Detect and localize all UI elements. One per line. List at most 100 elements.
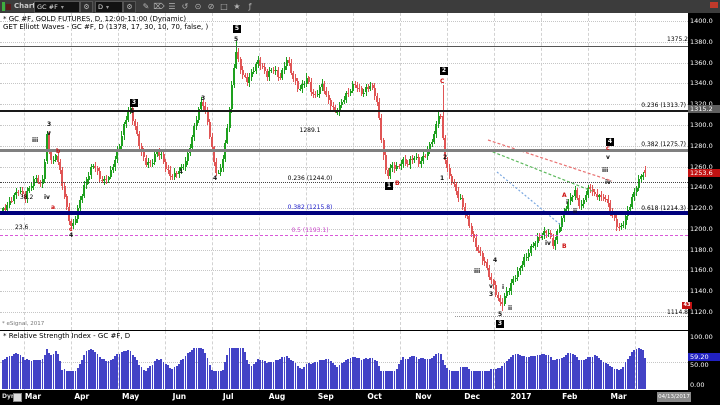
level-line-1244: [0, 182, 688, 184]
rsi-bar: [629, 356, 631, 389]
rsi-bar: [600, 360, 603, 389]
candle: [624, 216, 627, 226]
rsi-bar: [508, 359, 510, 389]
month-label-Mar: Mar: [24, 392, 42, 401]
dyn-mode-icon[interactable]: [13, 393, 22, 402]
candle: [131, 108, 134, 121]
time-axis[interactable]: Dyn 04/13/2017 Mar Apr May Jun Jul Aug Sep Oct N…: [0, 390, 720, 405]
candle-wick: [466, 212, 468, 220]
candle: [391, 164, 394, 169]
candle: [145, 157, 147, 165]
rsi-bar: [406, 359, 409, 389]
rsi-bar: [637, 347, 640, 389]
rsi-bar: [248, 363, 251, 389]
rsi-bar: [74, 370, 77, 389]
rsi-bar: [336, 366, 339, 389]
eraser-icon[interactable]: ⌦: [153, 2, 165, 11]
rsi-bar: [85, 350, 88, 389]
rsi-bar: [109, 360, 112, 389]
rsi-bar: [373, 359, 376, 389]
rsi-bar: [609, 366, 611, 389]
candle: [255, 64, 257, 71]
rsi-bar: [615, 369, 618, 389]
candle: [74, 219, 77, 223]
rsi-bar: [224, 362, 226, 389]
level-line-1275.7: [0, 149, 688, 153]
circle-tool-icon[interactable]: ⊙: [194, 2, 202, 11]
rsi-bar: [409, 356, 411, 389]
month-label-Feb: Feb: [562, 392, 578, 401]
candle: [450, 175, 453, 184]
rsi-bar: [569, 352, 572, 389]
dyn-mode-label[interactable]: Dyn: [2, 393, 16, 400]
rsi-bar: [208, 364, 211, 389]
candle: [527, 253, 530, 257]
horizontal-gridline: [0, 291, 688, 293]
period-select[interactable]: D ▾: [95, 1, 123, 13]
wave-badge-4: 4: [606, 138, 614, 146]
vertical-gridline: [306, 331, 307, 391]
wave-label-B: B: [395, 180, 400, 187]
rsi-bar: [81, 359, 83, 389]
chart-tab[interactable]: Chart: [14, 2, 36, 10]
symbol-settings-gear-icon[interactable]: ⚙: [80, 1, 93, 13]
candle: [305, 77, 308, 84]
disable-tool-icon[interactable]: ⊘: [207, 2, 215, 11]
price-tick: 1200.0: [690, 224, 713, 233]
vertical-gridline: [212, 13, 213, 330]
undo-icon[interactable]: ↺: [181, 2, 189, 11]
rsi-bar: [167, 365, 169, 389]
rsi-bar: [72, 370, 75, 389]
rsi-pane[interactable]: * Relative Strength Index - GC #F, D: [0, 330, 688, 393]
price-tick: 1340.0: [690, 79, 713, 88]
period-settings-gear-icon[interactable]: ⚙: [123, 1, 136, 13]
wave-label-C: C: [440, 78, 445, 85]
rsi-bar: [123, 350, 125, 389]
candle: [448, 167, 451, 176]
candle: [395, 166, 398, 169]
rsi-bar: [448, 370, 451, 389]
candle: [620, 225, 623, 228]
rsi-bar: [422, 357, 424, 389]
wave-label-iv: iv: [605, 179, 611, 186]
rsi-bar: [105, 360, 108, 389]
candle: [167, 168, 169, 171]
candle-wick: [279, 73, 281, 81]
candle-wick: [501, 298, 503, 311]
candle: [211, 137, 213, 148]
rsi-bar: [164, 363, 167, 389]
candle: [136, 126, 139, 134]
rsi-bar: [6, 357, 9, 389]
rsi-bar: [631, 352, 633, 389]
horizontal-gridline: [0, 187, 688, 189]
candle: [200, 101, 202, 109]
rsi-bar: [41, 359, 44, 389]
elliott-wave-study-header: GET Elliott Waves - GC #F, D (1378, 17, …: [3, 23, 209, 31]
rsi-bar: [543, 353, 545, 389]
rsi-bar: [193, 347, 196, 389]
price-tick: 1320.0: [690, 100, 718, 108]
rsi-bar: [497, 368, 499, 389]
candle: [613, 215, 616, 219]
rsi-bar: [103, 359, 105, 389]
rsi-bar: [362, 359, 365, 389]
rsi-bar: [294, 362, 297, 389]
rsi-bar: [565, 355, 567, 389]
rsi-bar: [395, 368, 398, 389]
rsi-bar: [578, 360, 581, 389]
rsi-bar: [349, 357, 352, 389]
candle: [580, 204, 583, 206]
price-chart-pane[interactable]: * GC #F, GOLD FUTURES, D, 12:00-11:00 (D…: [0, 13, 688, 330]
rsi-bar: [255, 361, 257, 389]
function-icon[interactable]: ƒ: [248, 2, 252, 11]
candle-wick: [176, 170, 178, 179]
candle: [453, 183, 455, 185]
price-axis[interactable]: 1400.0 1380.0 1360.0 1340.0 1320.0 1300.0 1280…: [688, 13, 720, 390]
pencil-icon[interactable]: ✎: [142, 2, 150, 11]
symbol-select[interactable]: GC #F ▾: [34, 1, 80, 13]
close-icon[interactable]: [710, 2, 718, 8]
candle-wick: [622, 221, 624, 229]
favorite-icon[interactable]: ★: [233, 2, 241, 11]
shape-tool-icon[interactable]: □: [220, 2, 228, 11]
note-icon[interactable]: ☰: [168, 2, 176, 11]
